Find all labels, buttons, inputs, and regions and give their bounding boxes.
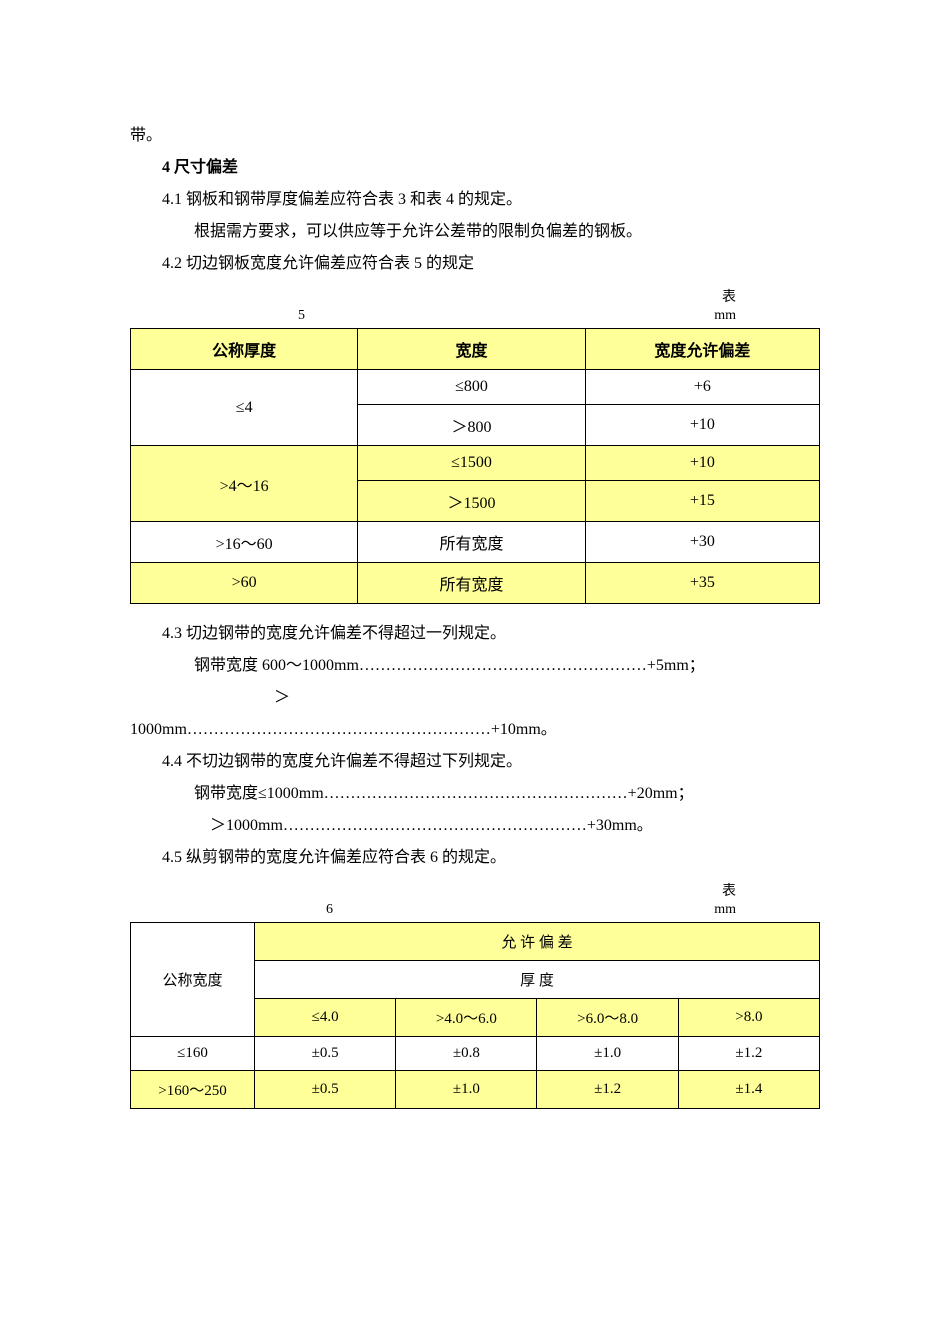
cell: ≤4 xyxy=(131,370,358,446)
table5-num: 5 xyxy=(298,308,305,324)
p-4-4-line2: ＞1000mm…………………………………………………+30mm。 xyxy=(130,810,820,842)
table6-num: 6 xyxy=(326,902,333,918)
table-row: 公称厚度 宽度 宽度允许偏差 xyxy=(131,329,820,370)
table6-label-row: 6 mm xyxy=(130,902,820,918)
cell: >16～60 xyxy=(131,522,358,563)
th-tolerance: 宽度允许偏差 xyxy=(585,329,819,370)
cell: +15 xyxy=(585,481,819,522)
col-head: >6.0～8.0 xyxy=(537,999,678,1037)
table5-unit: mm xyxy=(714,308,736,324)
table-row: >60 所有宽度 +35 xyxy=(131,563,820,604)
p-4-2: 4.2 切边钢板宽度允许偏差应符合表 5 的规定 xyxy=(130,248,820,280)
cell: ＞800 xyxy=(358,405,585,446)
th-nominal-thickness: 公称厚度 xyxy=(131,329,358,370)
p-4-5: 4.5 纵剪钢带的宽度允许偏差应符合表 6 的规定。 xyxy=(130,842,820,874)
cell: >60 xyxy=(131,563,358,604)
table-row: >4～16 ≤1500 +10 xyxy=(131,446,820,481)
th-tolerance: 允 许 偏 差 xyxy=(255,923,820,961)
cell: ＞1500 xyxy=(358,481,585,522)
table5-label-row: 5 mm xyxy=(130,308,820,324)
document-page: 带。 4 尺寸偏差 4.1 钢板和钢带厚度偏差应符合表 3 和表 4 的规定。 … xyxy=(0,0,950,1344)
p-4-4: 4.4 不切边钢带的宽度允许偏差不得超过下列规定。 xyxy=(130,746,820,778)
cell: +10 xyxy=(585,446,819,481)
cell: +6 xyxy=(585,370,819,405)
section-4-title: 4 尺寸偏差 xyxy=(130,152,820,184)
col-head: >8.0 xyxy=(678,999,819,1037)
table6-label-r: 表 xyxy=(130,880,820,900)
col-head: ≤4.0 xyxy=(255,999,396,1037)
cell: ±0.8 xyxy=(396,1037,537,1071)
p-4-4-line1: 钢带宽度≤1000mm…………………………………………………+20mm； xyxy=(130,778,820,810)
cell: ≤1500 xyxy=(358,446,585,481)
table5-label-r: 表 xyxy=(130,286,820,306)
p-4-1-note: 根据需方要求，可以供应等于允许公差带的限制负偏差的钢板。 xyxy=(130,216,820,248)
cell: ±1.2 xyxy=(678,1037,819,1071)
cell: ±0.5 xyxy=(255,1071,396,1109)
th-nominal-width: 公称宽度 xyxy=(131,923,255,1037)
cell: ±1.4 xyxy=(678,1071,819,1109)
p-4-1: 4.1 钢板和钢带厚度偏差应符合表 3 和表 4 的规定。 xyxy=(130,184,820,216)
cell: >4～16 xyxy=(131,446,358,522)
cell: ≤800 xyxy=(358,370,585,405)
table5: 公称厚度 宽度 宽度允许偏差 ≤4 ≤800 +6 ＞800 +10 >4～16… xyxy=(130,328,820,604)
p-4-3-line2: 1000mm…………………………………………………+10mm。 xyxy=(130,714,820,746)
table-row: >16～60 所有宽度 +30 xyxy=(131,522,820,563)
trailing-text: 带。 xyxy=(130,120,820,152)
cell: +10 xyxy=(585,405,819,446)
table6-unit: mm xyxy=(714,902,736,918)
cell: >160～250 xyxy=(131,1071,255,1109)
th-width: 宽度 xyxy=(358,329,585,370)
cell: +30 xyxy=(585,522,819,563)
cell: +35 xyxy=(585,563,819,604)
cell: ±1.0 xyxy=(396,1071,537,1109)
cell: 所有宽度 xyxy=(358,522,585,563)
cell: 所有宽度 xyxy=(358,563,585,604)
cell: ±1.2 xyxy=(537,1071,678,1109)
th-thickness: 厚 度 xyxy=(255,961,820,999)
cell: ≤160 xyxy=(131,1037,255,1071)
table-row: ≤4 ≤800 +6 xyxy=(131,370,820,405)
table-row: 公称宽度 允 许 偏 差 xyxy=(131,923,820,961)
table-row: ≤160 ±0.5 ±0.8 ±1.0 ±1.2 xyxy=(131,1037,820,1071)
cell: ±1.0 xyxy=(537,1037,678,1071)
col-head: >4.0～6.0 xyxy=(396,999,537,1037)
p-4-3-gt: ＞ xyxy=(130,682,820,714)
p-4-3: 4.3 切边钢带的宽度允许偏差不得超过一列规定。 xyxy=(130,618,820,650)
table-row: >160～250 ±0.5 ±1.0 ±1.2 ±1.4 xyxy=(131,1071,820,1109)
cell: ±0.5 xyxy=(255,1037,396,1071)
table6: 公称宽度 允 许 偏 差 厚 度 ≤4.0 >4.0～6.0 >6.0～8.0 … xyxy=(130,922,820,1109)
p-4-3-line1: 钢带宽度 600～1000mm………………………………………………+5mm； xyxy=(130,650,820,682)
